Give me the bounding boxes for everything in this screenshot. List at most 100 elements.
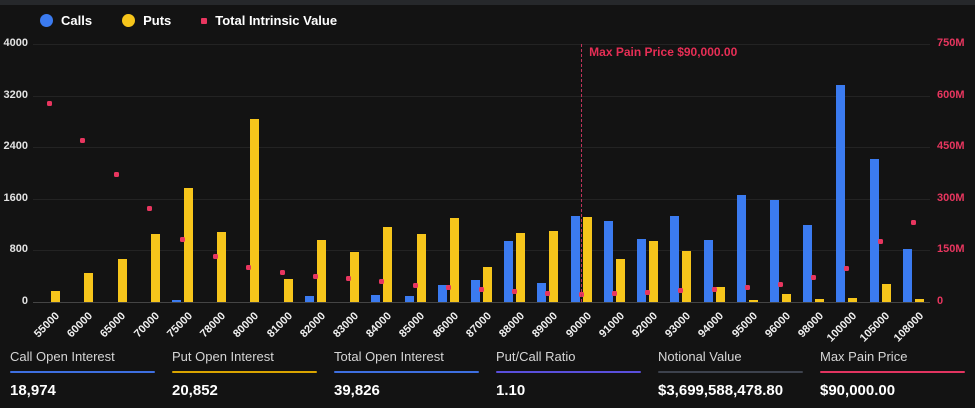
call-bar[interactable] xyxy=(172,300,181,302)
intrinsic-value-dot[interactable] xyxy=(877,239,883,245)
y-axis-tick-left: 4000 xyxy=(3,37,28,49)
put-bar[interactable] xyxy=(881,284,891,302)
intrinsic-value-dot[interactable] xyxy=(180,236,185,242)
intrinsic-value-dot[interactable] xyxy=(844,266,850,272)
call-bar[interactable] xyxy=(570,216,580,302)
chart-legend: Calls Puts Total Intrinsic Value xyxy=(40,13,337,28)
x-axis-label: 108000 xyxy=(891,310,926,345)
put-bar[interactable] xyxy=(250,119,260,302)
put-bar[interactable] xyxy=(748,300,758,302)
legend-intrinsic-label: Total Intrinsic Value xyxy=(215,13,338,28)
gridline xyxy=(33,95,930,97)
intrinsic-value-dot[interactable] xyxy=(479,287,484,293)
x-axis-label: 82000 xyxy=(297,310,328,341)
legend-item-calls[interactable]: Calls xyxy=(40,13,92,28)
call-bar[interactable] xyxy=(836,85,846,302)
x-axis-label: 87000 xyxy=(463,310,494,341)
x-axis-label: 70000 xyxy=(131,310,162,341)
gridline xyxy=(33,250,930,252)
x-axis-label: 100000 xyxy=(824,310,860,345)
put-bar[interactable] xyxy=(615,259,625,302)
put-bar[interactable] xyxy=(914,299,924,302)
y-axis-tick-left: 1600 xyxy=(3,191,28,204)
put-bar[interactable] xyxy=(117,259,127,302)
call-bar[interactable] xyxy=(770,200,779,302)
call-bar[interactable] xyxy=(869,159,879,302)
put-bar[interactable] xyxy=(350,252,360,302)
intrinsic-value-dot[interactable] xyxy=(645,289,651,295)
put-bar[interactable] xyxy=(51,291,61,302)
put-bar[interactable] xyxy=(782,294,791,302)
put-bar[interactable] xyxy=(84,273,94,302)
stat-put-open-interest: Put Open Interest 20,852 xyxy=(172,349,317,399)
intrinsic-value-dot[interactable] xyxy=(312,273,318,279)
put-bar[interactable] xyxy=(516,233,526,302)
intrinsic-value-dot[interactable] xyxy=(711,286,717,292)
put-bar[interactable] xyxy=(549,231,559,302)
call-bar[interactable] xyxy=(637,239,647,302)
call-bar[interactable] xyxy=(703,240,713,302)
legend-item-puts[interactable]: Puts xyxy=(122,13,171,28)
put-bar[interactable] xyxy=(416,234,426,302)
put-bar[interactable] xyxy=(316,240,326,302)
stat-put-call-ratio: Put/Call Ratio 1.10 xyxy=(496,349,641,399)
call-bar[interactable] xyxy=(437,285,447,302)
put-bar[interactable] xyxy=(383,227,393,302)
put-bar[interactable] xyxy=(150,234,160,302)
intrinsic-value-dot[interactable] xyxy=(545,290,551,296)
calls-legend-dot-icon xyxy=(40,14,53,27)
intrinsic-value-dot[interactable] xyxy=(778,282,783,288)
call-bar[interactable] xyxy=(504,241,514,302)
put-bar[interactable] xyxy=(283,279,293,302)
intrinsic-value-dot[interactable] xyxy=(279,269,285,275)
put-bar[interactable] xyxy=(715,287,725,302)
intrinsic-value-dot[interactable] xyxy=(213,254,219,260)
intrinsic-value-dot[interactable] xyxy=(412,282,418,288)
stat-label: Put/Call Ratio xyxy=(496,349,576,364)
call-bar[interactable] xyxy=(902,249,912,302)
put-bar[interactable] xyxy=(449,218,459,302)
call-bar[interactable] xyxy=(304,296,314,302)
max-pain-line xyxy=(581,44,583,302)
call-bar[interactable] xyxy=(670,216,680,302)
intrinsic-value-dot[interactable] xyxy=(611,290,617,296)
intrinsic-value-dot[interactable] xyxy=(47,101,53,107)
legend-item-intrinsic[interactable]: Total Intrinsic Value xyxy=(201,13,337,28)
put-bar[interactable] xyxy=(815,299,825,302)
stat-value: 20,852 xyxy=(172,382,218,399)
put-bar[interactable] xyxy=(184,188,193,302)
intrinsic-value-dot[interactable] xyxy=(80,137,86,143)
intrinsic-value-dot[interactable] xyxy=(113,171,119,177)
call-bar[interactable] xyxy=(803,225,813,302)
call-bar[interactable] xyxy=(371,295,381,302)
intrinsic-value-dot[interactable] xyxy=(246,265,252,271)
stat-label: Max Pain Price xyxy=(820,349,908,364)
intrinsic-value-dot[interactable] xyxy=(910,220,916,226)
intrinsic-value-dot[interactable] xyxy=(744,284,750,290)
put-bar[interactable] xyxy=(217,232,227,302)
call-bar[interactable] xyxy=(736,195,746,302)
intrinsic-value-dot[interactable] xyxy=(346,276,352,282)
intrinsic-value-dot[interactable] xyxy=(379,279,385,285)
put-bar[interactable] xyxy=(682,251,692,302)
call-bar[interactable] xyxy=(471,280,480,302)
y-axis-tick-left: 0 xyxy=(21,295,28,307)
intrinsic-value-dot[interactable] xyxy=(512,289,518,295)
stat-max-pain-price: Max Pain Price $90,000.00 xyxy=(820,349,965,399)
call-bar[interactable] xyxy=(603,221,613,302)
put-bar[interactable] xyxy=(582,217,592,302)
x-axis-label: 93000 xyxy=(663,310,694,341)
intrinsic-value-dot[interactable] xyxy=(811,274,817,280)
intrinsic-value-dot[interactable] xyxy=(445,285,451,291)
intrinsic-value-dot[interactable] xyxy=(146,205,152,211)
x-axis-label: 98000 xyxy=(796,310,827,341)
put-bar[interactable] xyxy=(649,241,659,302)
x-axis-label: 88000 xyxy=(497,310,528,341)
call-bar[interactable] xyxy=(404,296,414,302)
put-bar[interactable] xyxy=(848,298,858,302)
put-bar[interactable] xyxy=(483,267,492,302)
call-bar[interactable] xyxy=(537,283,547,302)
intrinsic-value-dot[interactable] xyxy=(678,288,684,294)
gridline xyxy=(33,44,930,45)
